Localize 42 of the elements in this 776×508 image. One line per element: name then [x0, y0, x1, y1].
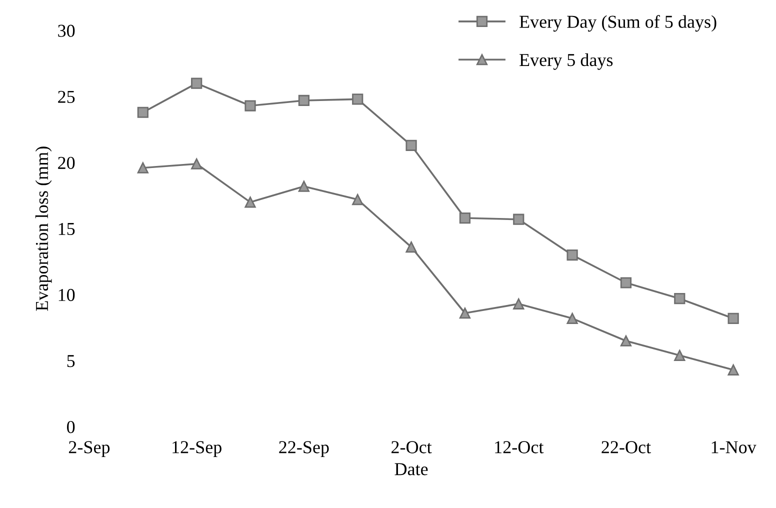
- point: [513, 298, 524, 310]
- point: [244, 196, 256, 208]
- point: [244, 100, 256, 112]
- point: [191, 158, 202, 170]
- x-tick-label: 2-Oct: [392, 441, 432, 454]
- y-tick-label: 20: [58, 156, 75, 169]
- legend-label: Every Day (Sum of 5 days): [520, 15, 716, 32]
- x-axis-title: Date: [394, 463, 428, 476]
- y-tick-label: 5: [67, 355, 75, 368]
- y-tick-label: 10: [58, 288, 75, 302]
- point: [566, 312, 578, 324]
- y-axis-title: Evaporation loss (mm): [35, 146, 52, 311]
- point: [674, 293, 686, 304]
- y-tick-label: 15: [58, 222, 75, 236]
- x-tick-label: 12-Sep: [172, 441, 222, 457]
- point: [298, 94, 310, 106]
- x-tick-label: 2-Sep: [68, 441, 110, 457]
- point: [137, 106, 148, 118]
- point: [728, 312, 739, 324]
- x-tick-label: 12-Oct: [495, 441, 544, 454]
- point: [674, 350, 686, 361]
- point: [513, 214, 524, 225]
- point: [191, 78, 202, 89]
- point: [352, 94, 364, 105]
- x-tick-label: 1-Nov: [712, 441, 756, 454]
- point: [728, 364, 739, 376]
- point: [406, 140, 417, 151]
- y-tick-label: 25: [58, 90, 75, 103]
- x-tick-label: 22-Sep: [279, 441, 329, 457]
- x-tick-label: 22-Oct: [602, 441, 651, 454]
- point: [352, 194, 364, 206]
- point: [459, 308, 471, 319]
- point: [298, 180, 310, 192]
- point: [406, 242, 417, 253]
- point: [566, 249, 578, 261]
- legend-label: Every 5 days: [520, 53, 613, 70]
- y-tick-label: 0: [67, 420, 75, 434]
- point: [620, 277, 632, 288]
- point: [459, 212, 471, 224]
- point: [620, 335, 632, 346]
- point: [137, 162, 148, 174]
- y-tick-label: 30: [58, 24, 75, 37]
